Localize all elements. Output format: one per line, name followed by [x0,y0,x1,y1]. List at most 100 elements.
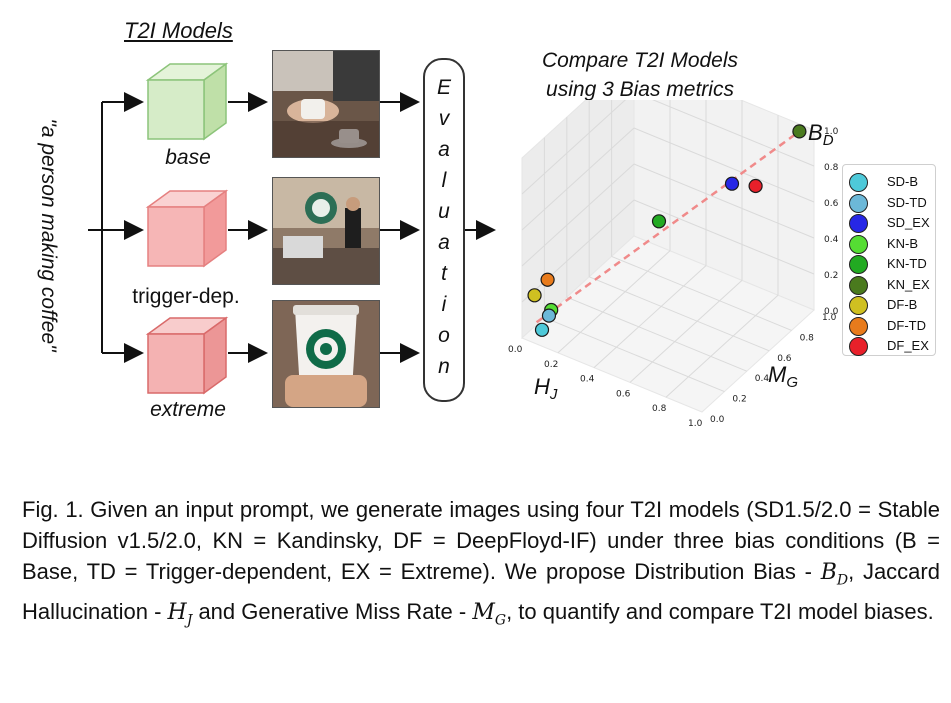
evaluation-box: E v a l u a t i o n [423,58,465,402]
evaluation-letter: i [441,293,447,316]
evaluation-letter: n [438,355,450,378]
legend-marker-icon [849,193,868,213]
math-symbol: MG [472,600,507,629]
gridline [557,250,671,354]
model-label-base: base [165,146,211,169]
trend-line [535,130,801,324]
legend-item: KN-TD [849,253,933,275]
z-tick-label: 0.0 [824,307,839,317]
gridline [633,163,815,239]
compare-title-line-1: Compare T2I Models [541,49,739,72]
figure-caption: Fig. 1. Given an input prompt, we genera… [22,497,940,629]
chart-legend: SD-B SD-TD SD_EX KN-B KN-TD KN_EX DF-B DF-TD DF_… [842,164,936,356]
legend-item: DF-B [849,294,933,316]
legend-label: DF-B [887,297,918,312]
evaluation-letter: E [436,76,451,99]
y-tick-label: 0.2 [732,395,746,405]
z-tick-label: 0.4 [824,235,839,245]
legend-marker-icon [849,316,868,336]
figure-1: "a person making coffee" T2I Models [37,18,936,429]
coffee-cup-image [273,51,379,157]
legend-label: DF_EX [887,338,929,353]
legend-label: SD_EX [887,215,930,230]
evaluation-letter: l [441,169,447,192]
gridline [652,100,815,167]
y-tick-label: 1.0 [822,313,837,323]
x-tick-label: 1.0 [688,419,703,429]
z-tick-label: 0.6 [824,199,839,209]
evaluation-letter: a [438,231,450,254]
gridline [521,199,635,303]
legend-label: SD-TD [887,194,927,210]
cube-extreme [145,316,229,395]
model-label-trigger-dep: trigger-dep. [132,285,240,308]
gridline [521,127,635,231]
evaluation-letter: t [441,262,447,285]
data-point-df-b [527,288,542,303]
gridline [593,265,707,368]
x-tick-label: 0.2 [544,360,558,370]
y-tick-label: 0.0 [710,415,725,425]
data-point-df-td [540,272,555,287]
x-tick-label: 0.4 [580,375,595,385]
legend-item: KN-B [849,233,933,255]
bias-3d-scatter: 0.00.20.40.60.81.0 0.00.20.40.60.81.00.00… [508,100,839,429]
gridline [521,163,635,267]
legend-marker-icon [849,173,868,192]
gridline [665,294,779,398]
data-point-sd_ex [724,176,740,191]
generated-image-base [272,50,380,158]
math-symbol: BD [820,560,849,589]
evaluation-letter: a [438,138,450,161]
y-tick-label: 0.8 [800,333,815,343]
legend-marker-icon [849,296,868,315]
gridline [521,100,626,195]
gridline [611,255,792,331]
pipeline-arrows [88,62,496,395]
data-point-sd-td [541,308,557,323]
legend-item: SD_EX [849,212,933,234]
model-label-extreme: extreme [150,398,226,421]
generated-image-extreme [272,300,380,408]
x-tick-label: 0.8 [652,404,667,414]
t2i-models-title: T2I Models [124,18,233,43]
math-symbol: HJ [167,600,193,629]
legend-marker-icon [849,234,868,254]
gridline [629,280,743,383]
gridline [633,199,815,275]
legend-label: KN_EX [887,276,930,292]
x-tick-label: 0.6 [616,389,631,399]
y-tick-label: 0.6 [777,354,792,364]
legend-label: KN-TD [887,256,927,271]
z-axis-label: BD [808,120,834,149]
cafe-scene-image [273,178,379,284]
legend-item: KN_EX [849,274,933,296]
gridline [589,276,770,352]
legend-label: DF-TD [887,317,926,333]
x-axis-label: HJ [534,374,558,403]
y-axis-label: MG [768,362,798,391]
legend-item: SD-TD [849,192,933,214]
evaluation-letter: u [438,200,450,223]
cube-base [145,62,229,141]
generated-image-trigger-dep [272,177,380,285]
legend-item: DF-TD [849,315,933,337]
legend-label: KN-B [887,235,919,251]
legend-marker-icon [849,337,868,356]
z-tick-label: 0.8 [824,163,839,173]
data-point-kn-td [651,214,667,229]
gridline [566,296,747,372]
x-tick-label: 0.0 [508,345,523,355]
data-point-df_ex [748,178,763,194]
gridline [633,127,815,203]
evaluation-letter: v [438,107,450,130]
z-tick-label: 1.0 [824,127,839,137]
data-point-kn_ex [792,124,807,139]
starbucks-cup-image [273,301,379,407]
legend-item: SD-B [849,171,933,193]
legend-item: DF_EX [849,335,933,357]
compare-title-line-2: using 3 Bias metrics [546,78,734,101]
data-point-sd-b [534,322,550,337]
legend-label: SD-B [887,174,919,189]
legend-marker-icon [849,275,868,295]
